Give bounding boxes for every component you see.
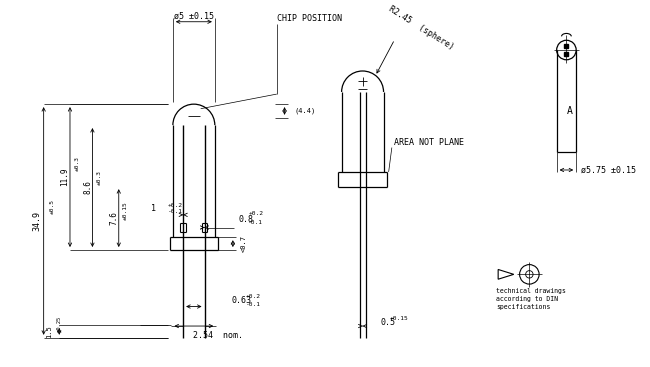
Text: ø5 ±0.15: ø5 ±0.15 <box>174 11 214 21</box>
Text: A: A <box>566 106 572 116</box>
Text: specifications: specifications <box>496 304 551 309</box>
Text: 11.9: 11.9 <box>60 168 70 186</box>
Text: +0.2: +0.2 <box>246 294 261 299</box>
Text: AREA NOT PLANE: AREA NOT PLANE <box>394 138 464 147</box>
Text: -0.1: -0.1 <box>248 220 263 225</box>
Text: ø5.75 ±0.15: ø5.75 ±0.15 <box>581 166 636 174</box>
Text: 0.5: 0.5 <box>380 317 395 327</box>
Text: ±0.3: ±0.3 <box>97 170 102 185</box>
Text: CHIP POSITION: CHIP POSITION <box>277 14 342 23</box>
Text: ±0.25: ±0.25 <box>57 316 62 332</box>
Text: ±0.3: ±0.3 <box>74 156 79 171</box>
Text: 0.63: 0.63 <box>232 296 252 305</box>
Text: <0.7: <0.7 <box>240 235 246 252</box>
Text: 34.9: 34.9 <box>32 211 42 231</box>
Text: ±0.5: ±0.5 <box>50 199 55 214</box>
Text: -0.1: -0.1 <box>246 302 261 307</box>
Text: +0.15: +0.15 <box>390 316 409 321</box>
Text: 1: 1 <box>151 204 156 214</box>
Text: technical drawings: technical drawings <box>496 288 566 294</box>
Text: 2.54  nom.: 2.54 nom. <box>193 331 243 340</box>
Text: -0.1: -0.1 <box>168 210 183 214</box>
Text: 7.6: 7.6 <box>109 211 118 225</box>
Text: +0.2: +0.2 <box>168 203 183 208</box>
Text: 8.6: 8.6 <box>83 181 92 195</box>
Text: 1.5: 1.5 <box>47 325 53 338</box>
Text: ±0.15: ±0.15 <box>123 201 128 220</box>
Text: according to DIN: according to DIN <box>496 296 558 302</box>
Text: +0.2: +0.2 <box>248 211 263 217</box>
Text: 0.8: 0.8 <box>239 215 254 224</box>
Text: R2.45  (sphere): R2.45 (sphere) <box>387 4 456 51</box>
Text: (4.4): (4.4) <box>294 108 315 114</box>
